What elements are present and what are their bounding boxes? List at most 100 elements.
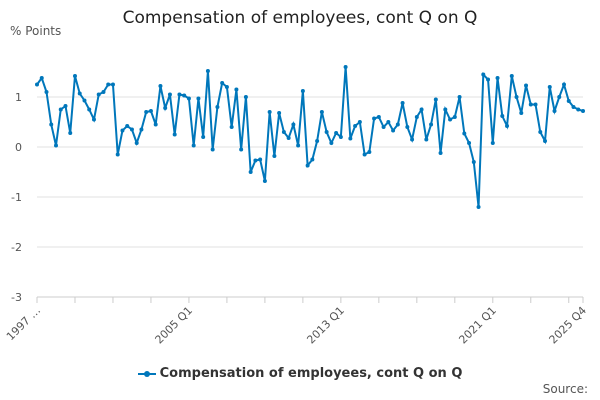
data-point <box>395 122 400 127</box>
data-point <box>410 137 415 142</box>
data-point <box>386 120 391 124</box>
data-point <box>267 110 272 114</box>
data-point <box>77 91 82 96</box>
data-point <box>205 69 210 73</box>
series-line <box>36 66 584 208</box>
data-point <box>343 65 348 69</box>
data-point <box>253 158 258 163</box>
data-point <box>63 104 68 108</box>
data-point <box>400 101 405 105</box>
data-point <box>543 139 548 143</box>
data-point <box>362 152 367 157</box>
y-tick-label: 1 <box>15 91 22 104</box>
data-point <box>49 122 54 127</box>
data-point <box>509 74 514 78</box>
data-point <box>186 96 191 101</box>
data-point <box>87 107 92 112</box>
data-point <box>110 82 115 87</box>
data-point <box>229 125 234 129</box>
data-point <box>144 110 149 114</box>
data-point <box>462 131 467 136</box>
data-point <box>334 131 339 135</box>
data-point <box>91 117 96 122</box>
data-point <box>153 122 158 127</box>
data-point <box>566 99 571 103</box>
data-point <box>101 90 106 94</box>
data-point <box>224 85 229 89</box>
data-point <box>82 98 87 103</box>
data-point <box>201 135 206 139</box>
legend-label: Compensation of employees, cont Q on Q <box>159 366 463 381</box>
data-point <box>538 130 543 134</box>
data-point <box>514 95 519 99</box>
y-tick-label: -2 <box>11 241 22 254</box>
data-point <box>353 124 358 128</box>
data-point <box>533 102 538 107</box>
data-point <box>452 115 457 119</box>
data-point <box>481 72 486 77</box>
data-point <box>68 131 73 135</box>
data-point <box>44 90 49 94</box>
data-point <box>528 102 533 107</box>
data-point <box>424 137 429 142</box>
data-point <box>457 95 462 99</box>
data-point <box>414 115 419 119</box>
source-label: Source: <box>542 382 588 396</box>
data-point <box>357 120 362 124</box>
x-tick-label: 2005 Q1 <box>153 304 196 347</box>
data-point <box>272 154 277 158</box>
data-point <box>443 107 448 112</box>
data-point <box>319 110 324 114</box>
data-point <box>324 130 329 134</box>
data-point <box>505 124 510 128</box>
chart-title: Compensation of employees, cont Q on Q <box>122 8 478 28</box>
data-point <box>557 95 562 99</box>
data-point <box>220 81 225 85</box>
legend-item[interactable]: Compensation of employees, cont Q on Q <box>0 366 600 381</box>
data-point <box>196 96 201 101</box>
data-point <box>106 82 111 87</box>
y-axis-label: % Points <box>10 24 62 38</box>
data-point <box>467 141 472 145</box>
data-point <box>163 106 168 110</box>
legend-swatch <box>137 370 156 377</box>
data-point <box>286 136 291 140</box>
data-point <box>281 130 286 134</box>
data-point <box>234 87 239 92</box>
x-tick-label: 2013 Q1 <box>304 304 347 347</box>
data-point <box>310 157 315 162</box>
data-point <box>419 107 424 112</box>
data-point <box>524 83 529 88</box>
data-point <box>215 105 220 109</box>
y-tick-label: -1 <box>11 191 22 204</box>
data-point <box>486 77 491 82</box>
data-point <box>581 109 585 113</box>
data-point <box>115 152 120 157</box>
data-point <box>248 170 253 174</box>
data-point <box>291 122 296 127</box>
data-point <box>139 127 144 132</box>
data-point <box>305 163 310 168</box>
data-point <box>262 179 267 183</box>
data-point <box>338 135 343 139</box>
data-point <box>372 116 377 121</box>
data-point <box>35 82 39 87</box>
data-point <box>182 93 187 98</box>
data-point <box>405 125 410 129</box>
data-point <box>547 85 552 89</box>
data-point <box>158 84 163 88</box>
data-point <box>210 147 215 152</box>
data-point <box>58 107 63 112</box>
data-point <box>72 74 77 78</box>
data-point <box>562 82 567 87</box>
data-point <box>495 76 500 80</box>
data-point <box>329 141 334 145</box>
data-point <box>471 160 476 164</box>
data-point <box>576 107 581 112</box>
x-tick-label: 1997 … <box>4 304 43 343</box>
y-tick-label: 0 <box>15 141 22 154</box>
data-point <box>191 143 196 148</box>
data-point <box>148 109 153 113</box>
data-point <box>53 143 58 148</box>
